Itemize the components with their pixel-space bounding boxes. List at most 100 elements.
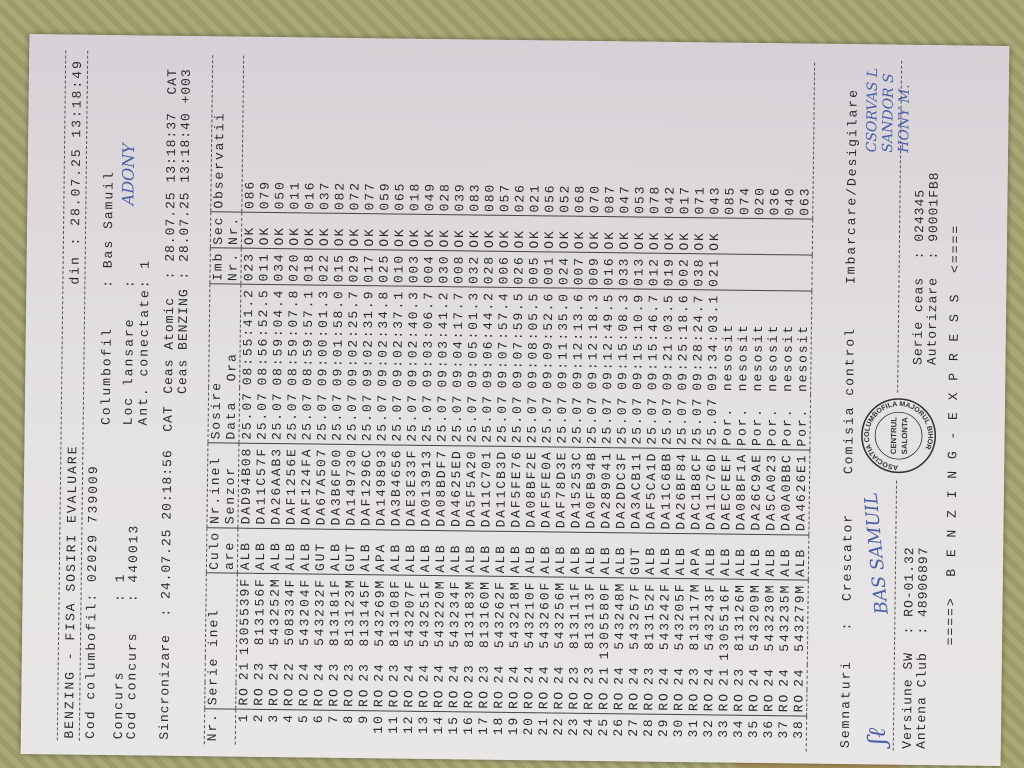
imb-nr: 022	[316, 249, 332, 286]
country: RO	[401, 685, 417, 712]
imb-nr: 021	[706, 254, 722, 291]
year: 24	[371, 662, 387, 682]
ring-number: 543234F	[446, 579, 463, 648]
sensor-id: DAF5FE76	[508, 446, 525, 532]
ring-number: 1305516F	[716, 582, 733, 661]
svg-text:ASOCIATIA COLUMBOFILA MAJORUL: ASOCIATIA COLUMBOFILA MAJORUL BIHOR	[863, 401, 933, 471]
arrival-time: 09:08:05.5	[525, 291, 542, 389]
ring-number: 813160M	[476, 580, 493, 649]
imb-nr	[766, 254, 782, 292]
arrival-time: 09:15:10.9	[630, 292, 647, 391]
arrival-time: 09:02:40.3	[405, 290, 422, 388]
arrival-time: 09:02:37.1	[390, 289, 407, 388]
printed-arrival-sheet: BENZING - FISA SOSIRI EVALUARE din : 28.…	[20, 34, 1010, 766]
year: 23	[356, 662, 372, 682]
row-number: 32	[700, 718, 717, 738]
imb-nr	[796, 255, 813, 292]
sec-nr	[796, 219, 813, 256]
sensor-id: DA11C76D	[703, 448, 720, 534]
loading-label: Imbarcare/Desigilare	[843, 87, 861, 285]
sec-nr: OK	[586, 216, 603, 253]
sensor-id: DA26BF84	[673, 448, 690, 534]
color: APA	[687, 533, 704, 580]
sec-nr: OK	[631, 217, 648, 254]
color: ALB	[252, 527, 269, 574]
row-number: 3	[266, 712, 282, 723]
sensor-id: DA3ACB11	[628, 447, 645, 533]
row-number: 29	[655, 717, 672, 738]
row-number: 34	[730, 718, 747, 739]
imb-nr	[736, 254, 752, 291]
sec-nr: OK	[391, 214, 408, 251]
ring-number: 813126M	[731, 583, 748, 652]
imb-nr: 030	[436, 250, 452, 288]
ring-number: 1305539F	[236, 577, 253, 655]
color: ALB	[612, 532, 629, 579]
row-number: 13	[415, 714, 432, 735]
row-number: 25	[595, 716, 612, 737]
country: RO	[566, 687, 582, 714]
benzing-express-banner: ====> B E N Z I N G - E X P R E S S <===…	[943, 223, 964, 646]
ring-number: 543204F	[296, 577, 313, 646]
arrival-date: 25.07	[494, 391, 511, 447]
ring-number: 813152F	[641, 582, 658, 651]
sensor-id: DA4625ED	[448, 445, 465, 531]
country: RO	[656, 688, 672, 715]
year: 24	[671, 666, 687, 686]
imb-nr	[721, 254, 737, 291]
ring-number: 813108F	[386, 578, 403, 648]
sensor-id: DAECFEEF	[718, 449, 735, 534]
color: ALB	[327, 528, 344, 575]
color: ALB	[402, 529, 419, 576]
row-number: 24	[580, 716, 597, 737]
signatures-label: Semnaturi : Crescator	[837, 512, 856, 749]
ring-number: 543242F	[656, 582, 673, 651]
sensor-id: DAF1296C	[358, 444, 375, 530]
imb-nr: 038	[691, 254, 707, 291]
ring-number: 813117M	[686, 582, 703, 651]
year: 24	[296, 661, 312, 682]
sensor-id: DA67A507	[313, 444, 330, 529]
year: 23	[386, 662, 402, 683]
row-number: 1	[236, 712, 252, 723]
arrival-date: Por.	[779, 394, 796, 450]
arrival-time: 09:12:13.6	[570, 292, 587, 390]
row-number: 23	[565, 716, 582, 737]
color: ALB	[537, 531, 554, 578]
sec-nr	[751, 218, 768, 255]
authorization: Autorizare : 90001FB8	[924, 171, 942, 366]
ring-number: 543279M	[791, 583, 808, 652]
ring-number: 543209M	[746, 583, 763, 652]
year: 23	[461, 663, 477, 684]
row-number: 17	[475, 715, 492, 736]
color: GUT	[342, 529, 359, 576]
arrival-date: 25.07	[629, 392, 646, 449]
fancier-code: Cod columbofil: 02029 739009	[82, 464, 102, 739]
ring-number: 543269M	[371, 578, 388, 647]
year: 23	[731, 666, 747, 687]
year: 23	[581, 664, 597, 685]
sec-nr: OK	[241, 212, 258, 249]
country: RO	[551, 686, 567, 714]
imb-nr: 011	[256, 248, 272, 285]
color: ALB	[792, 534, 809, 581]
color: GUT	[627, 532, 644, 579]
release-location-handwritten: ADONY	[118, 143, 139, 206]
sensor-id: DA0FB94B	[583, 447, 600, 533]
ring-number: 543218M	[506, 580, 523, 649]
arrival-time: nesosit	[720, 323, 736, 392]
sec-nr: OK	[691, 217, 708, 255]
col-observations: Observatii	[210, 55, 244, 213]
sec-nr: OK	[421, 214, 438, 251]
sec-nr: OK	[466, 215, 483, 252]
sec-nr	[721, 218, 738, 255]
arrival-time: 09:21:03.5	[660, 293, 677, 391]
sheet-title: BENZING - FISA SOSIRI EVALUARE	[61, 444, 81, 739]
sensor-id: DAD94B08	[237, 443, 255, 528]
arrival-date: 25.07	[344, 389, 361, 445]
color: ALB	[672, 533, 689, 580]
sec-nr: OK	[496, 215, 513, 252]
arrival-time: 09:04:17.7	[450, 290, 467, 388]
arrivals-table: Nr. Serie inel Culo are Nr.inel Senzor S…	[203, 55, 816, 752]
country: RO	[235, 683, 252, 710]
